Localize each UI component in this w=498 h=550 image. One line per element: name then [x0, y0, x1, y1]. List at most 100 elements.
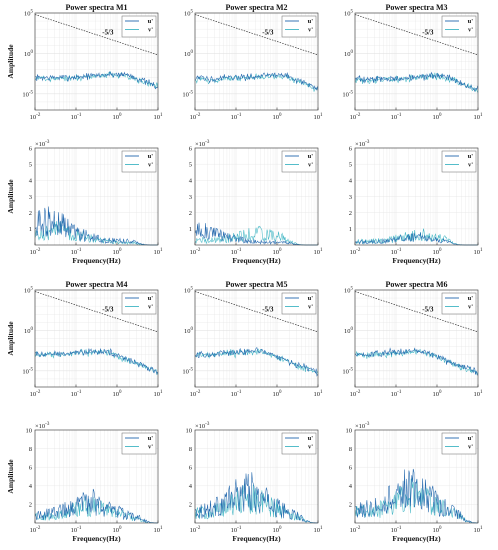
legend: u' v'	[281, 150, 317, 173]
y-tick-label: 8	[189, 446, 192, 453]
y-tick-label: 105	[184, 287, 194, 295]
x-tick-label: 10-1	[391, 526, 402, 534]
y-tick-label: 6	[189, 465, 193, 472]
y-tick-label: 105	[24, 287, 34, 295]
y-tick-label: 6	[29, 145, 33, 152]
x-tick-label: 10-1	[391, 113, 402, 121]
y-tick-label: 105	[184, 10, 194, 18]
x-tick-label: 100	[113, 113, 123, 121]
y-exponent-label: ×10-3	[35, 422, 50, 430]
y-exponent-label: ×10-3	[195, 422, 210, 430]
y-exponent-label: ×10-3	[355, 422, 370, 430]
tick-labels: 10-2 10-1 100 101 105 100 10-5	[22, 287, 163, 399]
legend-label-v: v'	[308, 162, 313, 169]
legend-label-v: v'	[468, 27, 473, 34]
slope-annotation: -5/3	[262, 305, 274, 313]
series-group	[355, 468, 478, 524]
legend-label-u: u'	[468, 295, 474, 302]
chart-panel-log-M4: -5/3 10-2 10-1 100 101 105 100 10-5 Power spectr…	[6, 280, 163, 398]
tick-labels: 10-2 10-1 100 101 10 8 6 4 2	[346, 427, 484, 534]
x-tick-label: 101	[314, 526, 324, 534]
y-axis-label: Amplitude	[6, 321, 15, 356]
legend: u' v'	[121, 432, 157, 455]
x-tick-label: 10-2	[350, 390, 361, 398]
x-tick-label: 101	[154, 390, 164, 398]
legend-label-u: u'	[308, 18, 314, 25]
y-tick-label: 1	[29, 226, 32, 233]
legend-label-u: u'	[148, 18, 154, 25]
y-tick-label: 8	[29, 446, 32, 453]
y-tick-label: 4	[349, 483, 353, 490]
x-tick-label: 10-1	[231, 113, 242, 121]
legend-label-u: u'	[308, 153, 314, 160]
x-tick-label: 101	[474, 390, 484, 398]
y-axis-label: Amplitude	[6, 459, 15, 494]
legend-label-v: v'	[308, 444, 313, 451]
y-tick-label: 2	[29, 502, 32, 509]
chart-panel-lin-M2: 10-2 10-1 100 101 6 5 4 3 2 1 ×10-3 Frequency(Hz) u'…	[189, 140, 323, 265]
x-tick-label: 101	[154, 248, 164, 256]
axes-box	[194, 12, 319, 111]
series-line-v	[35, 220, 158, 246]
y-axis-label: Amplitude	[6, 179, 15, 214]
x-tick-label: 100	[433, 526, 443, 534]
series-group	[35, 347, 158, 375]
chart-title: Power spectra M1	[65, 3, 127, 12]
chart-panel-log-M3: -5/3 10-2 10-1 100 101 105 100 10-5 Power spectr…	[342, 3, 483, 121]
x-axis-label: Frequency(Hz)	[392, 534, 441, 543]
x-tick-label: 101	[314, 390, 324, 398]
y-tick-label: 6	[189, 145, 193, 152]
axes-box	[354, 429, 479, 524]
legend-label-v: v'	[148, 27, 153, 34]
y-tick-label: 3	[29, 194, 32, 201]
legend-label-v: v'	[468, 162, 473, 169]
slope-annotation: -5/3	[262, 28, 274, 36]
legend-label-u: u'	[468, 18, 474, 25]
series-line-u	[195, 222, 318, 246]
y-tick-label: 4	[189, 483, 193, 490]
chart-panel-lin-M3: 10-2 10-1 100 101 6 5 4 3 2 1 ×10-3 Frequency(Hz) u'…	[349, 140, 483, 265]
x-tick-label: 101	[314, 248, 324, 256]
legend-label-v: v'	[308, 27, 313, 34]
x-tick-label: 10-2	[30, 390, 41, 398]
tick-labels: 10-2 10-1 100 101 10 8 6 4 2	[186, 427, 324, 534]
x-tick-label: 10-2	[350, 113, 361, 121]
x-tick-label: 10-2	[30, 526, 41, 534]
axes-box	[194, 429, 319, 524]
y-tick-label: 3	[189, 194, 192, 201]
tick-labels: 10-2 10-1 100 101 6 5 4 3 2 1	[189, 145, 323, 256]
x-tick-label: 10-2	[350, 526, 361, 534]
y-tick-label: 2	[189, 210, 192, 217]
y-tick-label: 3	[349, 194, 352, 201]
series-line-v	[355, 348, 478, 376]
legend: u' v'	[281, 292, 317, 315]
series-group	[35, 488, 158, 524]
y-tick-label: 10	[346, 427, 353, 434]
legend: u' v'	[441, 432, 477, 455]
y-tick-label: 105	[24, 10, 34, 18]
legend-label-v: v'	[308, 304, 313, 311]
chart-panel-lin-M4: 10-2 10-1 100 101 10 8 6 4 2 ×10-3 Frequency(Hz) Am…	[6, 422, 163, 543]
y-tick-label: 100	[344, 327, 354, 335]
chart-panel-lin-M1: 10-2 10-1 100 101 6 5 4 3 2 1 ×10-3 Frequency(Hz) Am…	[6, 140, 163, 265]
axes-box	[354, 289, 479, 388]
slope-annotation: -5/3	[422, 305, 434, 313]
y-tick-label: 4	[349, 178, 353, 185]
y-exponent-label: ×10-3	[195, 140, 210, 148]
x-tick-label: 101	[314, 113, 324, 121]
x-tick-label: 10-2	[30, 248, 41, 256]
x-tick-label: 10-1	[231, 390, 242, 398]
series-group	[35, 71, 158, 90]
y-tick-label: 100	[184, 50, 194, 58]
y-tick-label: 2	[349, 210, 352, 217]
axes-box	[194, 147, 319, 246]
y-tick-label: 105	[344, 287, 354, 295]
x-axis-label: Frequency(Hz)	[72, 256, 121, 265]
series-group	[355, 71, 478, 93]
y-tick-label: 6	[349, 465, 353, 472]
y-tick-label: 100	[24, 327, 34, 335]
chart-panel-log-M2: -5/3 10-2 10-1 100 101 105 100 10-5 Power spectr…	[182, 3, 323, 121]
x-tick-label: 10-2	[350, 248, 361, 256]
legend: u' v'	[281, 15, 317, 38]
series-line-u	[195, 472, 318, 524]
